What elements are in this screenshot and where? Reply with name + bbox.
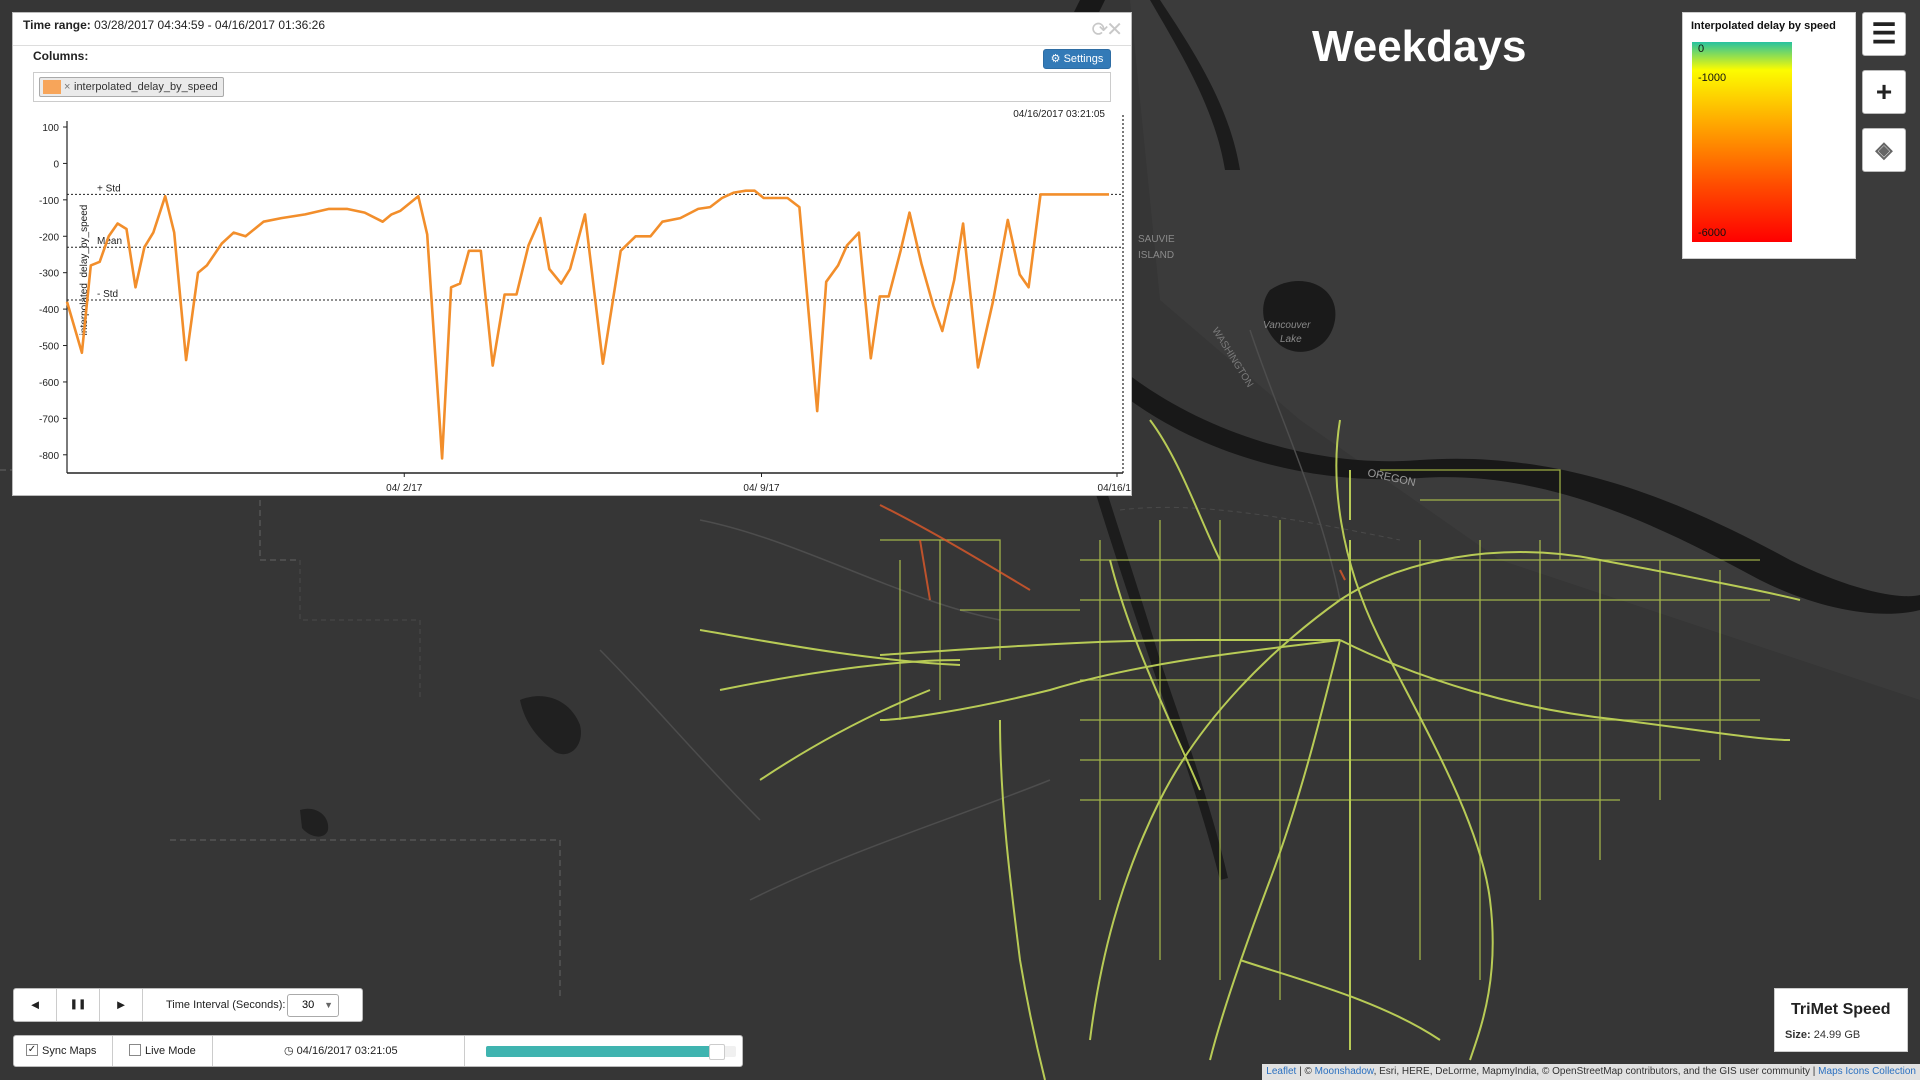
time-range-header: Time range: 03/28/2017 04:34:59 - 04/16/…: [13, 13, 1131, 46]
map-attribution: Leaflet | © Moonshadow, Esri, HERE, DeLo…: [1262, 1064, 1920, 1080]
reference-line-label: - Std: [97, 289, 118, 300]
x-tick-label: 04/ 2/17: [386, 483, 423, 494]
status-bar: ✓ Sync Maps Live Mode ◷ 04/16/2017 03:21:…: [13, 1035, 743, 1067]
time-range-value: 03/28/2017 04:34:59 - 04/16/2017 01:36:2…: [94, 18, 326, 32]
x-tick-label: 04/ 9/17: [743, 483, 780, 494]
y-tick-label: -800: [39, 451, 59, 462]
prev-icon[interactable]: ◄: [14, 989, 57, 1021]
transit-grid: [880, 469, 1770, 1000]
reference-line-label: + Std: [97, 183, 121, 194]
time-slider-handle[interactable]: [709, 1044, 725, 1060]
y-tick-label: -400: [39, 305, 59, 316]
refresh-close-icon[interactable]: ⟳✕: [1091, 19, 1122, 41]
dataset-title: TriMet Speed: [1791, 1001, 1891, 1018]
interval-value: 30: [302, 999, 315, 1011]
pause-icon[interactable]: ❚❚: [57, 989, 100, 1021]
y-tick-label: -500: [39, 342, 59, 353]
legend-tick: -1000: [1698, 72, 1727, 84]
line-chart[interactable]: 04/16/2017 03:21:05 100 0 -100 -200 -300 -400 -…: [13, 105, 1131, 495]
legend-tick: 0: [1698, 43, 1705, 55]
y-tick-label: -200: [39, 232, 59, 243]
layers-icon[interactable]: ◈: [1862, 128, 1906, 172]
size-label: Size:: [1785, 1029, 1811, 1041]
reference-line-label: Mean: [97, 236, 122, 247]
interval-label: Time Interval (Seconds):: [166, 999, 286, 1011]
settings-label: Settings: [1063, 53, 1104, 65]
map-label-vancouver: Vancouver: [1263, 320, 1311, 331]
columns-select[interactable]: × interpolated_delay_by_speed: [33, 72, 1111, 102]
y-axis-label: interpolated_delay_by_speed: [79, 205, 90, 336]
x-tick-label: 04/16/17: [1098, 483, 1131, 494]
live-mode-label: Live Mode: [145, 1045, 196, 1057]
map-label-sauvie: SAUVIE: [1138, 234, 1175, 245]
clock-icon: ◷: [284, 1045, 294, 1057]
column-tag: × interpolated_delay_by_speed: [39, 77, 224, 97]
legend-tick: -6000: [1698, 227, 1727, 239]
interval-select[interactable]: 30 ▼: [287, 994, 339, 1017]
y-tick-label: -600: [39, 378, 59, 389]
y-tick-label: -700: [39, 414, 59, 425]
remove-tag-icon[interactable]: ×: [64, 81, 71, 93]
legend-title: Interpolated delay by speed: [1691, 20, 1836, 32]
series-line: [65, 189, 1109, 460]
color-swatch: [43, 80, 61, 94]
columns-label: Columns:: [33, 49, 89, 63]
y-tick-label: 100: [42, 123, 59, 134]
time-range-label: Time range:: [23, 18, 91, 32]
sync-maps-toggle[interactable]: ✓ Sync Maps: [26, 1036, 96, 1066]
chevron-down-icon: ▼: [324, 1000, 333, 1010]
chart-panel: Time range: 03/28/2017 04:34:59 - 04/16/…: [12, 12, 1132, 496]
dataset-size: Size: 24.99 GB: [1785, 1029, 1860, 1041]
legend-gradient: [1692, 42, 1792, 242]
sync-maps-label: Sync Maps: [42, 1045, 97, 1057]
map-title: Weekdays: [1312, 22, 1527, 71]
hamburger-icon[interactable]: ☰: [1862, 12, 1906, 56]
checkbox-checked-icon: ✓: [26, 1044, 38, 1057]
zoom-in-button[interactable]: +: [1862, 70, 1906, 114]
moonshadow-link[interactable]: Moonshadow: [1314, 1066, 1374, 1077]
river-columbia: [1070, 330, 1920, 614]
cursor-time-label: 04/16/2017 03:21:05: [1013, 109, 1105, 120]
time-slider-fill: [486, 1046, 716, 1057]
player-controls: ◄ ❚❚ ► Time Interval (Seconds): 30 ▼: [13, 988, 363, 1022]
live-mode-toggle[interactable]: Live Mode: [129, 1036, 196, 1066]
y-tick-label: 0: [53, 159, 59, 170]
dataset-info: TriMet Speed Size: 24.99 GB: [1774, 988, 1908, 1052]
size-value: 24.99 GB: [1813, 1029, 1861, 1041]
vancouver-lake: [1263, 281, 1336, 352]
current-time-value: 04/16/2017 03:21:05: [296, 1045, 398, 1057]
current-time: ◷ 04/16/2017 03:21:05: [284, 1036, 398, 1066]
time-slider[interactable]: [486, 1044, 736, 1060]
settings-button[interactable]: ⚙ Settings: [1043, 49, 1111, 69]
legend-panel: Interpolated delay by speed 0 -1000 -600…: [1682, 12, 1856, 259]
y-tick-label: -300: [39, 269, 59, 280]
maps-icons-link[interactable]: Maps Icons Collection: [1818, 1066, 1916, 1077]
leaflet-link[interactable]: Leaflet: [1266, 1066, 1297, 1077]
map-label-island: ISLAND: [1138, 250, 1174, 261]
transit-network: [699, 419, 1801, 1080]
gear-icon: ⚙: [1050, 53, 1061, 65]
attribution-text: , Esri, HERE, DeLorme, MapmyIndia, © Ope…: [1373, 1066, 1811, 1077]
checkbox-icon: [129, 1044, 141, 1057]
next-icon[interactable]: ►: [100, 989, 143, 1021]
column-tag-label: interpolated_delay_by_speed: [74, 81, 218, 93]
y-tick-label: -100: [39, 196, 59, 207]
map-label-lake: Lake: [1280, 334, 1302, 345]
